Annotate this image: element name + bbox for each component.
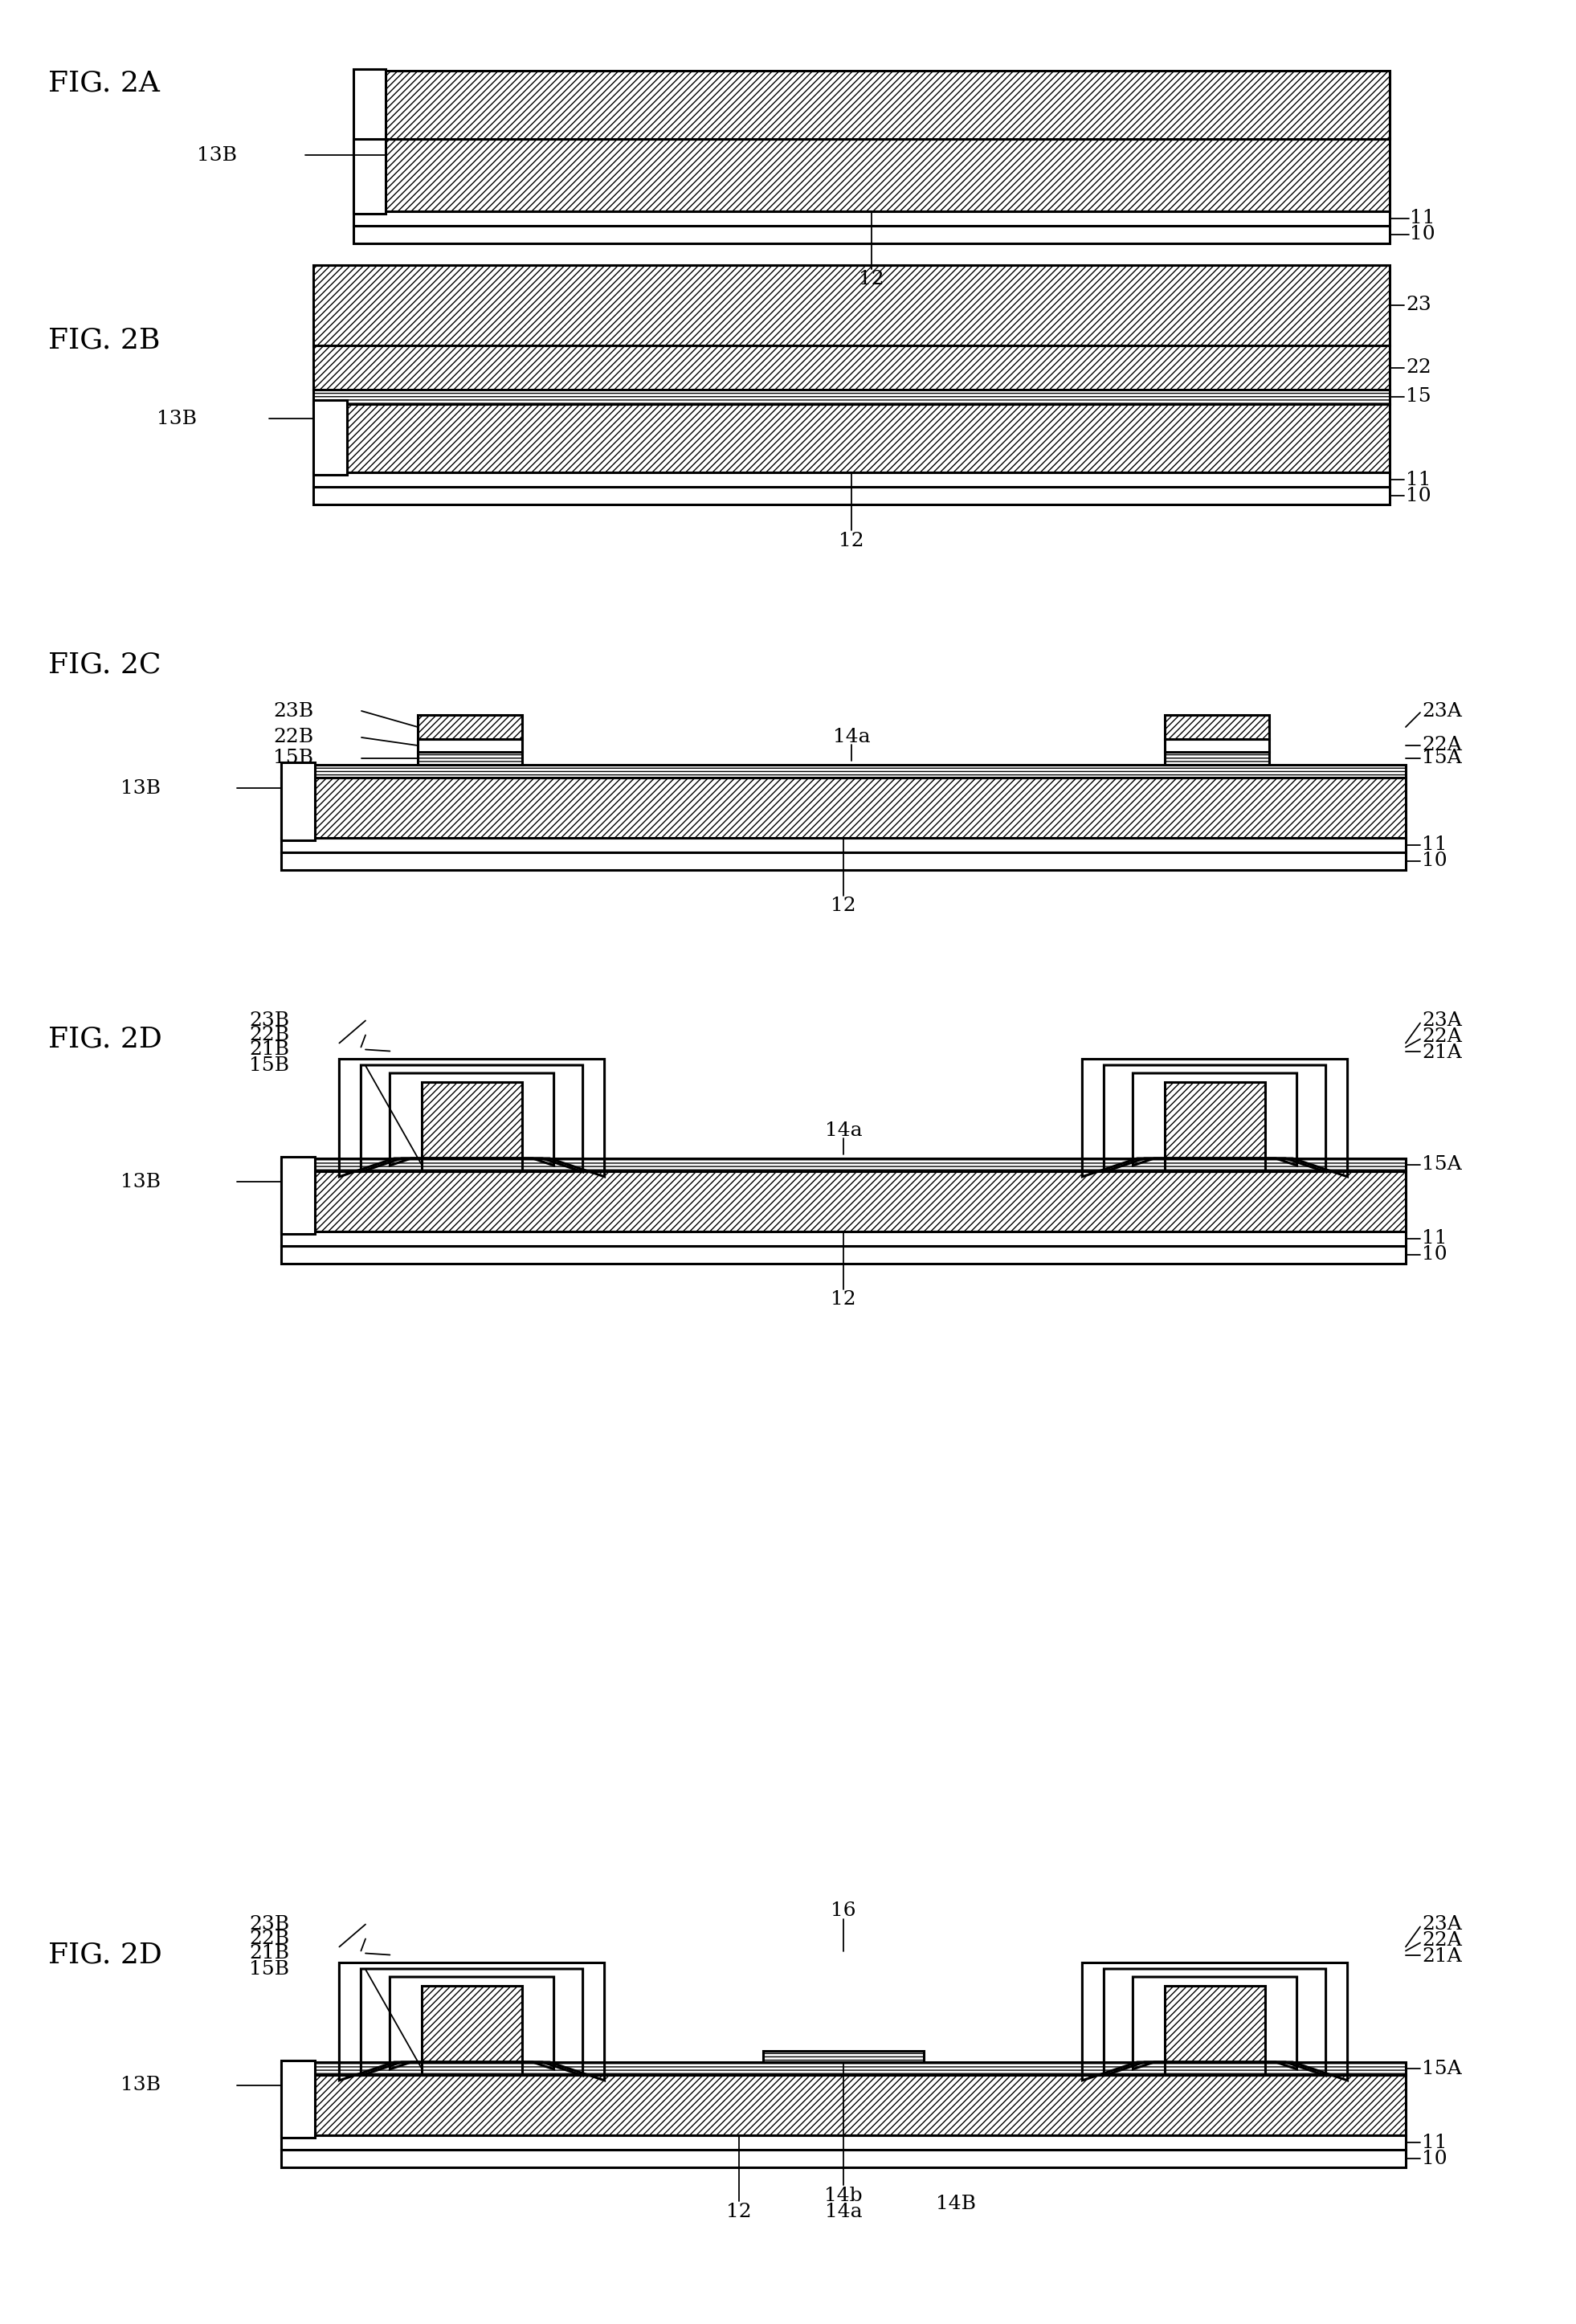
Text: 15A: 15A xyxy=(1422,1155,1461,1174)
Bar xyxy=(1165,716,1269,739)
Bar xyxy=(281,839,1406,853)
Bar xyxy=(314,486,1390,504)
Bar xyxy=(314,265,1390,346)
Text: 10: 10 xyxy=(1422,853,1447,872)
Text: 15A: 15A xyxy=(1422,748,1461,767)
Bar xyxy=(281,1246,1406,1264)
Text: FIG. 2D: FIG. 2D xyxy=(49,1941,162,1968)
Text: 14b: 14b xyxy=(824,2187,862,2205)
Text: 15B: 15B xyxy=(249,1057,288,1074)
Bar xyxy=(281,2061,1406,2075)
Text: 23A: 23A xyxy=(1422,702,1463,720)
Text: 13B: 13B xyxy=(156,409,197,428)
Text: 12: 12 xyxy=(859,270,884,288)
Bar xyxy=(314,346,1390,390)
Text: FIG. 2A: FIG. 2A xyxy=(49,70,159,95)
Bar xyxy=(281,779,1406,839)
Bar xyxy=(1165,739,1269,753)
Bar xyxy=(353,70,386,214)
Bar xyxy=(422,1985,522,2061)
Text: 11: 11 xyxy=(1422,837,1447,855)
Text: 12: 12 xyxy=(727,2203,752,2222)
Text: 10: 10 xyxy=(1406,486,1431,504)
Text: 14a: 14a xyxy=(824,1120,862,1139)
Text: 15: 15 xyxy=(1406,388,1431,407)
Text: 22A: 22A xyxy=(1422,1931,1463,1950)
Text: 10: 10 xyxy=(1422,1246,1447,1264)
Text: 13B: 13B xyxy=(120,779,161,797)
Text: FIG. 2D: FIG. 2D xyxy=(49,1025,162,1053)
Text: 16: 16 xyxy=(831,1901,856,1920)
Bar xyxy=(314,404,1390,472)
Bar xyxy=(314,400,347,474)
Text: 21A: 21A xyxy=(1422,1948,1461,1966)
Text: 23B: 23B xyxy=(249,1915,290,1934)
Text: 11: 11 xyxy=(1406,469,1431,488)
Text: 10: 10 xyxy=(1409,225,1436,244)
Bar xyxy=(281,1232,1406,1246)
Bar xyxy=(281,1171,1406,1232)
Text: FIG. 2B: FIG. 2B xyxy=(49,325,161,353)
Bar xyxy=(281,765,1406,779)
Bar xyxy=(1165,753,1269,765)
Bar xyxy=(353,211,1390,225)
Text: 22B: 22B xyxy=(273,727,314,746)
Text: 21B: 21B xyxy=(249,1945,288,1961)
Bar xyxy=(422,2061,522,2075)
Bar xyxy=(763,2050,924,2061)
Bar xyxy=(281,762,315,841)
Text: 11: 11 xyxy=(1422,2133,1447,2152)
Bar xyxy=(418,753,522,765)
Text: 23B: 23B xyxy=(273,702,314,720)
Bar xyxy=(353,139,1390,211)
Bar xyxy=(422,1157,522,1171)
Text: 23A: 23A xyxy=(1422,1011,1463,1030)
Text: 14a: 14a xyxy=(824,2203,862,2222)
Text: 10: 10 xyxy=(1422,2150,1447,2168)
Bar xyxy=(281,2150,1406,2168)
Text: 14a: 14a xyxy=(832,727,870,746)
Text: 15B: 15B xyxy=(249,1959,288,1978)
Bar xyxy=(281,1157,315,1234)
Bar xyxy=(1165,2061,1266,2075)
Text: 22B: 22B xyxy=(249,1929,290,1948)
Bar xyxy=(314,472,1390,486)
Text: 12: 12 xyxy=(831,897,856,916)
Text: 11: 11 xyxy=(1422,1229,1447,1248)
Text: 21A: 21A xyxy=(1422,1043,1461,1062)
Text: 13B: 13B xyxy=(120,2075,161,2094)
Text: 22A: 22A xyxy=(1422,737,1463,755)
Text: 21B: 21B xyxy=(249,1041,288,1060)
Text: 12: 12 xyxy=(831,1290,856,1308)
Text: 22: 22 xyxy=(1406,358,1431,376)
Bar xyxy=(281,2075,1406,2136)
Text: 23B: 23B xyxy=(249,1011,290,1030)
Text: 22B: 22B xyxy=(249,1025,290,1043)
Bar xyxy=(418,716,522,739)
Bar xyxy=(281,2061,315,2138)
Bar xyxy=(281,2136,1406,2150)
Bar xyxy=(1165,1157,1266,1171)
Bar xyxy=(314,390,1390,404)
Bar xyxy=(386,70,1390,139)
Bar xyxy=(1165,1083,1266,1157)
Text: 23A: 23A xyxy=(1422,1915,1463,1934)
Text: 22A: 22A xyxy=(1422,1027,1463,1046)
Text: 12: 12 xyxy=(838,532,864,551)
Text: 11: 11 xyxy=(1409,209,1436,228)
Bar xyxy=(422,1083,522,1157)
Bar xyxy=(353,225,1390,244)
Text: 13B: 13B xyxy=(197,146,236,165)
Bar xyxy=(281,853,1406,869)
Text: 13B: 13B xyxy=(120,1171,161,1190)
Text: 15B: 15B xyxy=(273,748,314,767)
Text: 14B: 14B xyxy=(936,2194,976,2212)
Bar xyxy=(418,739,522,753)
Text: 23: 23 xyxy=(1406,295,1431,314)
Text: 15A: 15A xyxy=(1422,2059,1461,2078)
Bar xyxy=(1165,1985,1266,2061)
Text: FIG. 2C: FIG. 2C xyxy=(49,651,161,679)
Bar xyxy=(281,1157,1406,1171)
